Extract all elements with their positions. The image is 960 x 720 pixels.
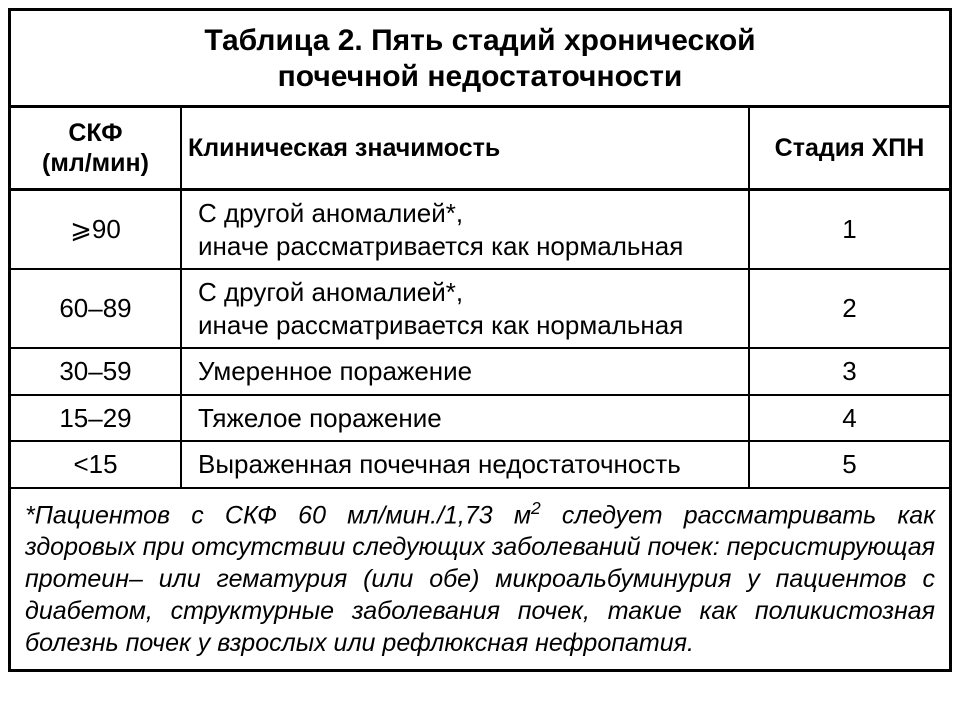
cell-skf: <15 <box>11 441 181 487</box>
cell-significance: Тяжелое поражение <box>181 395 749 442</box>
header-significance: Клиническая значимость <box>181 108 749 190</box>
header-skf: СКФ (мл/мин) <box>11 108 181 190</box>
ckd-stages-table: СКФ (мл/мин) Клиническая значимость Стад… <box>11 108 949 487</box>
cell-stage: 2 <box>749 269 949 348</box>
header-row: СКФ (мл/мин) Клиническая значимость Стад… <box>11 108 949 190</box>
header-skf-line1: СКФ <box>68 119 122 147</box>
cell-significance: Умеренное поражение <box>181 348 749 395</box>
title-line-2: почечной недостаточности <box>278 60 683 93</box>
title-line-1: Таблица 2. Пять стадий хронической <box>204 24 755 57</box>
table-container: Таблица 2. Пять стадий хронической почеч… <box>8 8 952 672</box>
cell-stage: 1 <box>749 190 949 270</box>
table-row: 30–59 Умеренное поражение 3 <box>11 348 949 395</box>
header-skf-line2: (мл/мин) <box>42 149 149 177</box>
cell-skf: 30–59 <box>11 348 181 395</box>
cell-stage: 3 <box>749 348 949 395</box>
cell-skf: ⩾90 <box>11 190 181 270</box>
footnote-pre: *Пациентов с СКФ 60 мл/мин./1,73 м <box>25 501 531 529</box>
header-stage: Стадия ХПН <box>749 108 949 190</box>
cell-stage: 5 <box>749 441 949 487</box>
cell-skf: 15–29 <box>11 395 181 442</box>
table-footnote: *Пациентов с СКФ 60 мл/мин./1,73 м2 след… <box>11 487 949 669</box>
table-title: Таблица 2. Пять стадий хронической почеч… <box>11 11 949 108</box>
cell-skf: 60–89 <box>11 269 181 348</box>
cell-significance: С другой аномалией*,иначе рассматриваетс… <box>181 190 749 270</box>
table-row: 60–89 С другой аномалией*,иначе рассматр… <box>11 269 949 348</box>
cell-significance: Выраженная почечная недостаточность <box>181 441 749 487</box>
cell-stage: 4 <box>749 395 949 442</box>
footnote-superscript: 2 <box>531 498 541 518</box>
table-row: 15–29 Тяжелое поражение 4 <box>11 395 949 442</box>
cell-significance: С другой аномалией*,иначе рассматриваетс… <box>181 269 749 348</box>
table-row: <15 Выраженная почечная недостаточность … <box>11 441 949 487</box>
table-row: ⩾90 С другой аномалией*,иначе рассматрив… <box>11 190 949 270</box>
